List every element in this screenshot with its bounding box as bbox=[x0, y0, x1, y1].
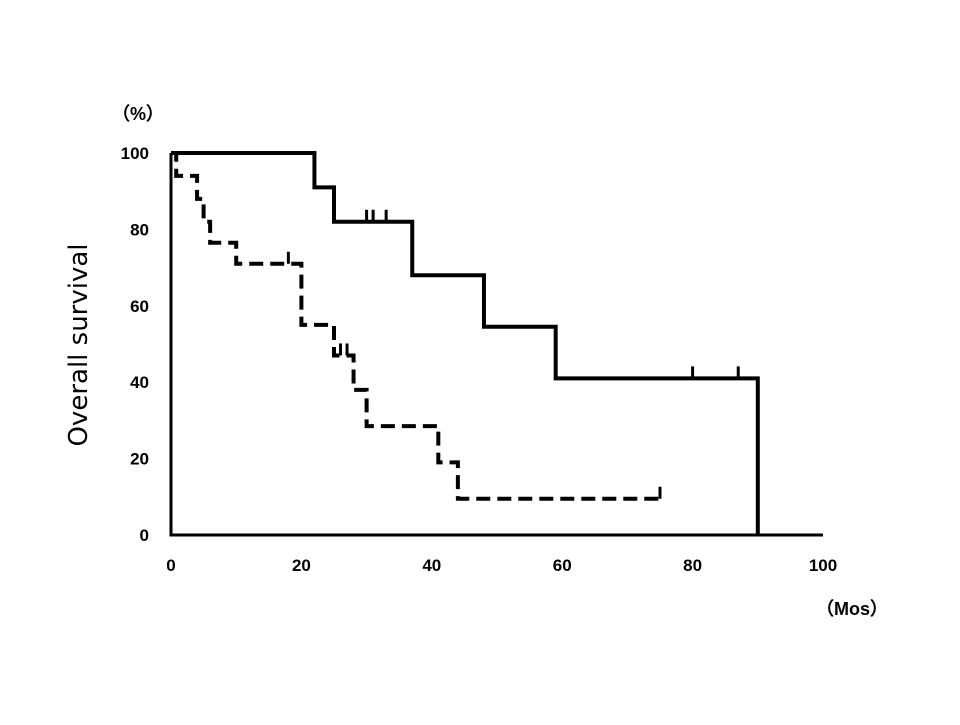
x-unit-label: （Mos） bbox=[816, 599, 888, 619]
solid-survival-curve bbox=[171, 151, 760, 535]
dashed-survival-curve bbox=[171, 151, 660, 501]
y-tick-label: 80 bbox=[130, 220, 149, 239]
x-tick-label: 80 bbox=[683, 556, 702, 575]
y-axis-title: Overall survival bbox=[64, 243, 94, 446]
y-unit-label: （%） bbox=[112, 104, 164, 124]
series-layer bbox=[171, 151, 760, 535]
y-tick-label: 60 bbox=[130, 297, 149, 316]
x-tick-label: 40 bbox=[422, 556, 441, 575]
y-tick-label: 20 bbox=[130, 450, 149, 469]
y-tick-label: 100 bbox=[121, 144, 149, 163]
y-tick-label: 0 bbox=[140, 526, 149, 545]
x-tick-label: 100 bbox=[809, 556, 837, 575]
x-tick-label: 0 bbox=[166, 556, 175, 575]
x-tick-label: 60 bbox=[553, 556, 572, 575]
axes bbox=[169, 153, 823, 537]
tick-labels: 0 20 40 60 80 100 0 20 40 60 80 100 bbox=[121, 144, 838, 575]
y-tick-label: 40 bbox=[130, 373, 149, 392]
x-tick-label: 20 bbox=[292, 556, 311, 575]
